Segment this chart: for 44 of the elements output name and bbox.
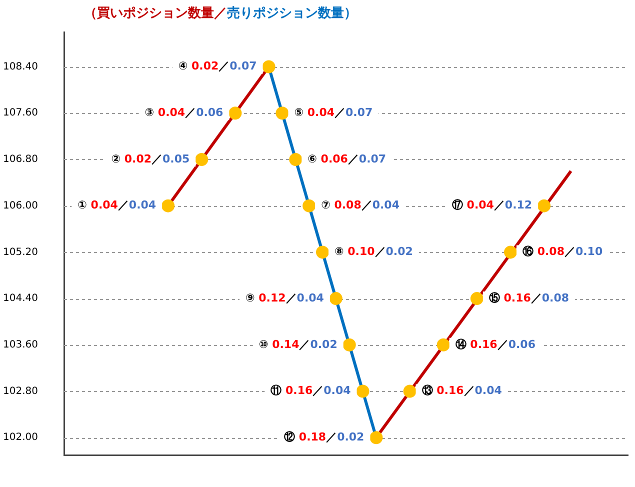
annotation: ④ 0.02／0.07 <box>178 60 257 73</box>
point <box>436 338 450 352</box>
y-tick-label: 105.20 <box>3 246 38 258</box>
annotation: ⑩ 0.14／0.02 <box>258 338 338 351</box>
y-tick-label: 103.60 <box>3 340 38 350</box>
annotation: ⑤ 0.04／0.07 <box>294 106 373 119</box>
y-tick-label: 102.80 <box>3 386 38 397</box>
annotation: ① 0.04／0.04 <box>78 198 156 212</box>
annotation: ⑫ 0.18／0.02 <box>284 430 364 444</box>
annotation: ⑥ 0.06／0.07 <box>308 152 386 166</box>
annotation: ⑬ 0.16／0.04 <box>422 384 502 398</box>
point <box>470 292 484 306</box>
annotation: ② 0.02／0.05 <box>111 152 190 166</box>
point <box>329 292 342 306</box>
annotation: ⑯ 0.08／0.10 <box>522 245 603 258</box>
point <box>162 199 175 212</box>
annotation: ⑭ 0.16／0.06 <box>455 338 536 351</box>
chart-title: （買いポジション数量／売りポジション数量） <box>84 6 357 21</box>
y-tick-label: 102.00 <box>3 432 38 444</box>
point <box>342 338 356 352</box>
point <box>289 152 302 166</box>
point <box>356 384 370 398</box>
point <box>228 106 242 120</box>
point <box>370 431 383 444</box>
point <box>276 106 289 120</box>
point <box>403 384 416 398</box>
y-tick-label: 104.40 <box>3 293 38 304</box>
annotation: ⑮ 0.16／0.08 <box>488 291 570 304</box>
y-tick-label: 106.00 <box>3 200 38 212</box>
annotation: ⑨ 0.12／0.04 <box>246 291 324 304</box>
y-tick-label: 108.40 <box>3 61 38 72</box>
point <box>302 199 316 212</box>
y-tick-label: 107.60 <box>3 108 38 119</box>
point <box>538 199 551 212</box>
annotation: ③ 0.04／0.06 <box>144 106 224 119</box>
annotation: ⑪ 0.16／0.04 <box>270 384 352 398</box>
annotation: ⑦ 0.08／0.04 <box>321 198 400 212</box>
point <box>262 60 276 74</box>
point <box>504 246 517 259</box>
annotation: ⑧ 0.10／0.02 <box>334 245 413 258</box>
point <box>195 152 208 166</box>
y-tick-label: 106.80 <box>3 154 38 166</box>
point <box>316 246 329 259</box>
annotation: ⑰ 0.04／0.12 <box>452 198 532 212</box>
